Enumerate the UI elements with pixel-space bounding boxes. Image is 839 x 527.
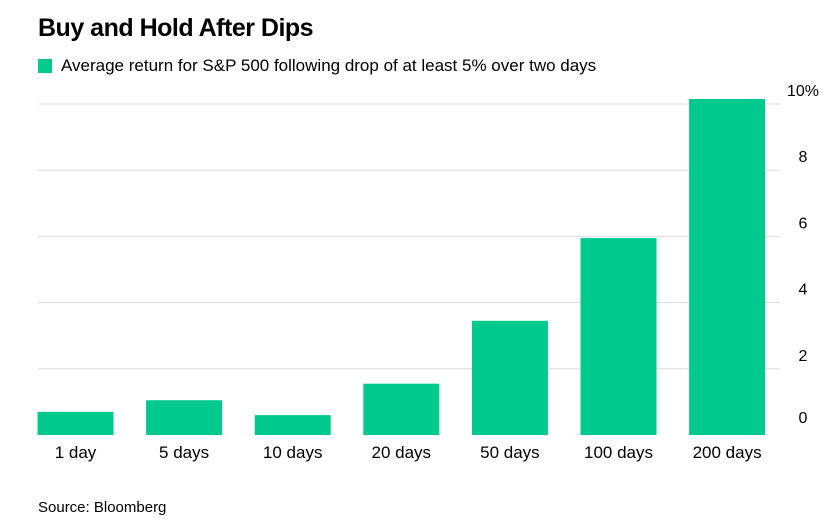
bar [146, 400, 223, 435]
bar [580, 238, 657, 435]
legend-label: Average return for S&P 500 following dro… [61, 56, 597, 75]
bars [37, 99, 766, 435]
y-tick-label: 0 [799, 410, 808, 427]
bar [363, 383, 440, 435]
x-tick-label: 50 days [480, 443, 540, 462]
gridlines [38, 103, 780, 370]
bar [471, 320, 548, 435]
x-tick-label: 10 days [263, 443, 323, 462]
bar [254, 415, 331, 435]
bar [37, 411, 114, 435]
legend-swatch [38, 59, 52, 73]
y-tick-label: 6 [799, 215, 808, 232]
x-tick-label: 200 days [693, 443, 762, 462]
y-tick-label: 8 [799, 149, 808, 166]
y-tick-label: 10% [787, 83, 819, 100]
y-axis-ticks: 0 2 4 6 8 10% [787, 83, 819, 427]
chart-title: Buy and Hold After Dips [38, 14, 314, 42]
y-tick-label: 2 [799, 348, 808, 365]
legend: Average return for S&P 500 following dro… [38, 56, 596, 76]
y-tick-label: 4 [799, 282, 808, 299]
bar [689, 99, 766, 435]
x-tick-label: 100 days [584, 443, 653, 462]
x-tick-label: 20 days [372, 443, 432, 462]
x-tick-label: 5 days [159, 443, 209, 462]
source-note: Source: Bloomberg [38, 499, 167, 516]
x-axis-labels: 1 day 5 days 10 days 20 days 50 days 100 days… [55, 443, 762, 462]
x-tick-label: 1 day [55, 443, 97, 462]
